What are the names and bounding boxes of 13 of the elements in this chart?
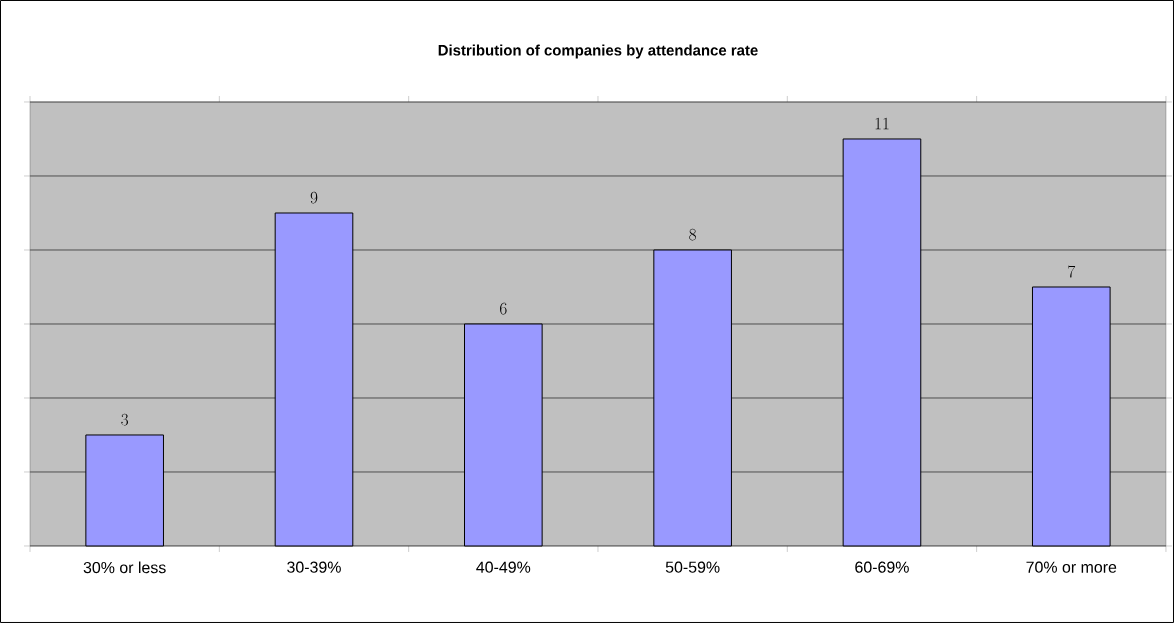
x-tick-label: 50-59% <box>665 561 720 573</box>
x-tick-label: 40-49% <box>476 561 531 573</box>
chart-title: Distribution of companies by attendance rate <box>438 44 758 59</box>
x-tick-label: 70% or more <box>1026 561 1117 573</box>
data-label: 11 <box>875 117 889 130</box>
data-label: 7 <box>1068 265 1076 278</box>
x-tick-label: 60-69% <box>855 561 909 573</box>
data-label: 3 <box>121 413 129 426</box>
x-tick-label: 30% or less <box>83 561 166 574</box>
data-label: 8 <box>689 228 697 241</box>
x-tick-label: 30-39% <box>287 561 341 573</box>
data-label: 6 <box>500 302 507 315</box>
data-label: 9 <box>310 191 318 204</box>
